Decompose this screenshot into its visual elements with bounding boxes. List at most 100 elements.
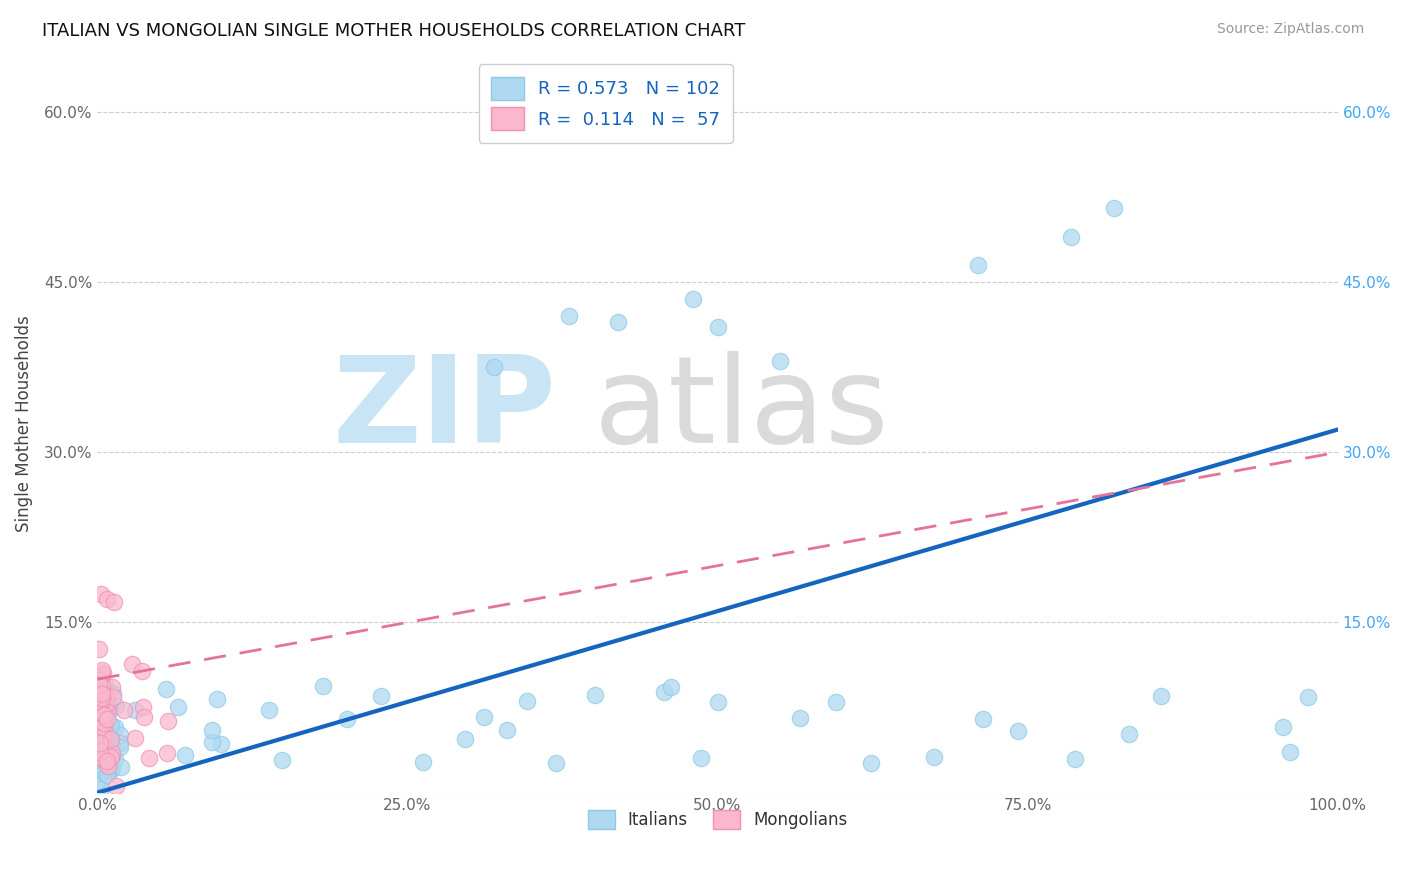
Point xyxy=(87,670,110,684)
Point xyxy=(157,714,180,728)
Point xyxy=(91,733,114,747)
Point xyxy=(1296,690,1319,704)
Point xyxy=(87,678,110,692)
Point xyxy=(412,756,434,770)
Point xyxy=(583,689,606,703)
Point xyxy=(108,728,131,742)
Point xyxy=(124,731,146,746)
Point xyxy=(87,687,110,701)
Point xyxy=(101,680,124,694)
Point xyxy=(90,724,112,739)
Point xyxy=(90,732,112,747)
Point xyxy=(270,753,292,767)
Point xyxy=(370,689,392,703)
Point xyxy=(87,696,110,710)
Point xyxy=(100,738,122,752)
Point xyxy=(91,728,114,742)
Point xyxy=(96,754,118,768)
Point xyxy=(89,710,111,724)
Point xyxy=(707,695,730,709)
Point xyxy=(131,664,153,678)
Point xyxy=(93,716,115,731)
Point xyxy=(97,764,120,778)
Point xyxy=(654,685,676,699)
Point xyxy=(100,763,122,777)
Point xyxy=(1064,752,1087,766)
Point xyxy=(87,709,110,723)
Point xyxy=(89,728,111,742)
Point xyxy=(89,689,111,703)
Point xyxy=(104,698,127,713)
Point xyxy=(103,595,125,609)
Point xyxy=(90,691,112,706)
Point xyxy=(768,354,790,368)
Point xyxy=(155,682,177,697)
Point xyxy=(96,723,118,738)
Point xyxy=(91,751,114,765)
Point xyxy=(546,756,568,770)
Point xyxy=(93,749,115,764)
Legend: Italians, Mongolians: Italians, Mongolians xyxy=(581,804,853,836)
Point xyxy=(87,673,110,688)
Point xyxy=(124,702,146,716)
Point xyxy=(87,699,110,714)
Point xyxy=(496,723,519,738)
Point xyxy=(1007,724,1029,739)
Point xyxy=(682,292,704,306)
Point xyxy=(89,746,111,760)
Point xyxy=(94,689,117,703)
Point xyxy=(1060,229,1083,244)
Point xyxy=(100,740,122,755)
Point xyxy=(91,706,114,721)
Point xyxy=(312,679,335,693)
Point xyxy=(209,737,232,751)
Point xyxy=(454,732,477,747)
Point xyxy=(98,704,121,718)
Point xyxy=(87,766,110,780)
Point xyxy=(87,706,110,720)
Point xyxy=(484,360,506,375)
Point xyxy=(825,695,848,709)
Point xyxy=(174,747,197,762)
Point xyxy=(789,711,811,725)
Point xyxy=(972,712,994,726)
Point xyxy=(1104,202,1126,216)
Point xyxy=(690,751,713,765)
Point xyxy=(138,751,160,765)
Point xyxy=(100,758,122,772)
Point xyxy=(98,715,121,730)
Point xyxy=(89,765,111,780)
Point xyxy=(201,723,224,737)
Point xyxy=(89,679,111,693)
Point xyxy=(90,679,112,693)
Point xyxy=(100,750,122,764)
Point xyxy=(87,642,110,657)
Point xyxy=(90,690,112,705)
Point xyxy=(167,699,190,714)
Point xyxy=(100,731,122,746)
Point xyxy=(91,687,114,701)
Point xyxy=(89,698,111,712)
Point xyxy=(87,774,110,789)
Text: Source: ZipAtlas.com: Source: ZipAtlas.com xyxy=(1216,22,1364,37)
Point xyxy=(110,739,132,754)
Point xyxy=(659,681,682,695)
Text: ZIP: ZIP xyxy=(333,351,557,467)
Point xyxy=(87,680,110,694)
Point xyxy=(706,320,728,334)
Point xyxy=(91,753,114,767)
Point xyxy=(93,764,115,779)
Point xyxy=(516,693,538,707)
Point xyxy=(89,706,111,720)
Point xyxy=(97,758,120,772)
Point xyxy=(967,258,990,272)
Point xyxy=(90,723,112,738)
Point xyxy=(121,657,143,671)
Point xyxy=(1118,727,1140,741)
Point xyxy=(201,735,224,749)
Point xyxy=(87,751,110,765)
Point xyxy=(96,591,118,606)
Point xyxy=(205,692,228,706)
Point xyxy=(90,684,112,698)
Point xyxy=(96,712,118,726)
